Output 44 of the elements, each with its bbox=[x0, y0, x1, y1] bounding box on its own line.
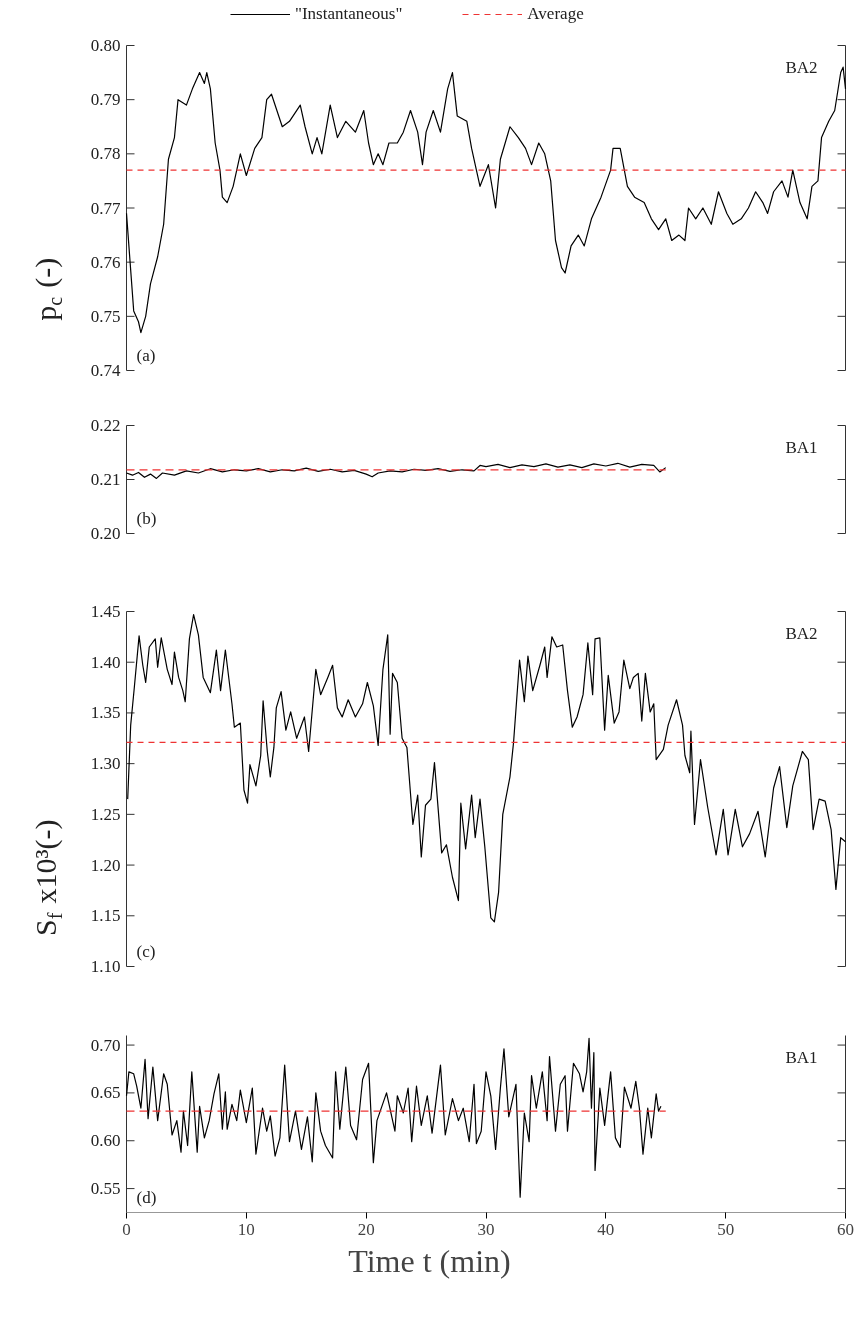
y-tick-label: 0.60 bbox=[90, 1131, 121, 1151]
y-tick-label: 1.15 bbox=[90, 906, 121, 926]
y-tick-label: 0.20 bbox=[90, 524, 121, 543]
y-tick-label: 1.25 bbox=[90, 804, 121, 824]
y-axis-title: Sf x10³(-) bbox=[29, 819, 66, 936]
annotation: BA2 bbox=[785, 623, 818, 643]
x-tick-label: 50 bbox=[717, 1219, 735, 1239]
annotation: (a) bbox=[136, 345, 156, 365]
x-tick-label: 0 bbox=[122, 1219, 131, 1239]
y-tick-label: 1.10 bbox=[90, 957, 121, 976]
legend-label: "Instantaneous" bbox=[295, 4, 403, 24]
x-tick-label: 30 bbox=[477, 1219, 495, 1239]
x-tick-label: 20 bbox=[357, 1219, 375, 1239]
x-axis-title: Time t (min) bbox=[348, 1242, 511, 1279]
annotation: BA1 bbox=[785, 437, 818, 457]
y-tick-label: 0.78 bbox=[90, 144, 121, 164]
y-axis-title: pc (-) bbox=[29, 257, 66, 321]
y-tick-label: 1.40 bbox=[90, 652, 121, 672]
y-tick-label: 1.30 bbox=[90, 754, 121, 774]
annotation: (c) bbox=[136, 941, 156, 961]
y-tick-label: 1.20 bbox=[90, 855, 121, 875]
annotation: BA2 bbox=[785, 57, 818, 77]
y-tick-label: 1.35 bbox=[90, 703, 121, 723]
y-tick-label: 0.74 bbox=[90, 361, 121, 380]
y-tick-label: 0.22 bbox=[90, 416, 121, 435]
annotation: (d) bbox=[136, 1187, 157, 1207]
x-tick-label: 40 bbox=[597, 1219, 615, 1239]
x-tick-label: 10 bbox=[237, 1219, 255, 1239]
y-tick-label: 0.65 bbox=[90, 1083, 121, 1103]
annotation: BA1 bbox=[785, 1047, 818, 1067]
x-tick-label: 60 bbox=[837, 1219, 854, 1239]
y-tick-label: 0.77 bbox=[90, 198, 121, 218]
line-series bbox=[127, 613, 847, 923]
y-tick-label: 0.75 bbox=[90, 306, 121, 326]
y-tick-label: 0.76 bbox=[90, 252, 121, 272]
y-tick-label: 0.70 bbox=[90, 1035, 121, 1055]
y-tick-label: 1.45 bbox=[90, 602, 121, 621]
line-series bbox=[125, 462, 667, 480]
y-tick-label: 0.79 bbox=[90, 90, 121, 110]
annotation: (b) bbox=[136, 508, 157, 528]
y-tick-label: 0.80 bbox=[90, 36, 121, 55]
y-tick-label: 0.55 bbox=[90, 1179, 121, 1199]
y-tick-label: 0.21 bbox=[90, 470, 121, 489]
legend-label: Average bbox=[527, 4, 584, 24]
